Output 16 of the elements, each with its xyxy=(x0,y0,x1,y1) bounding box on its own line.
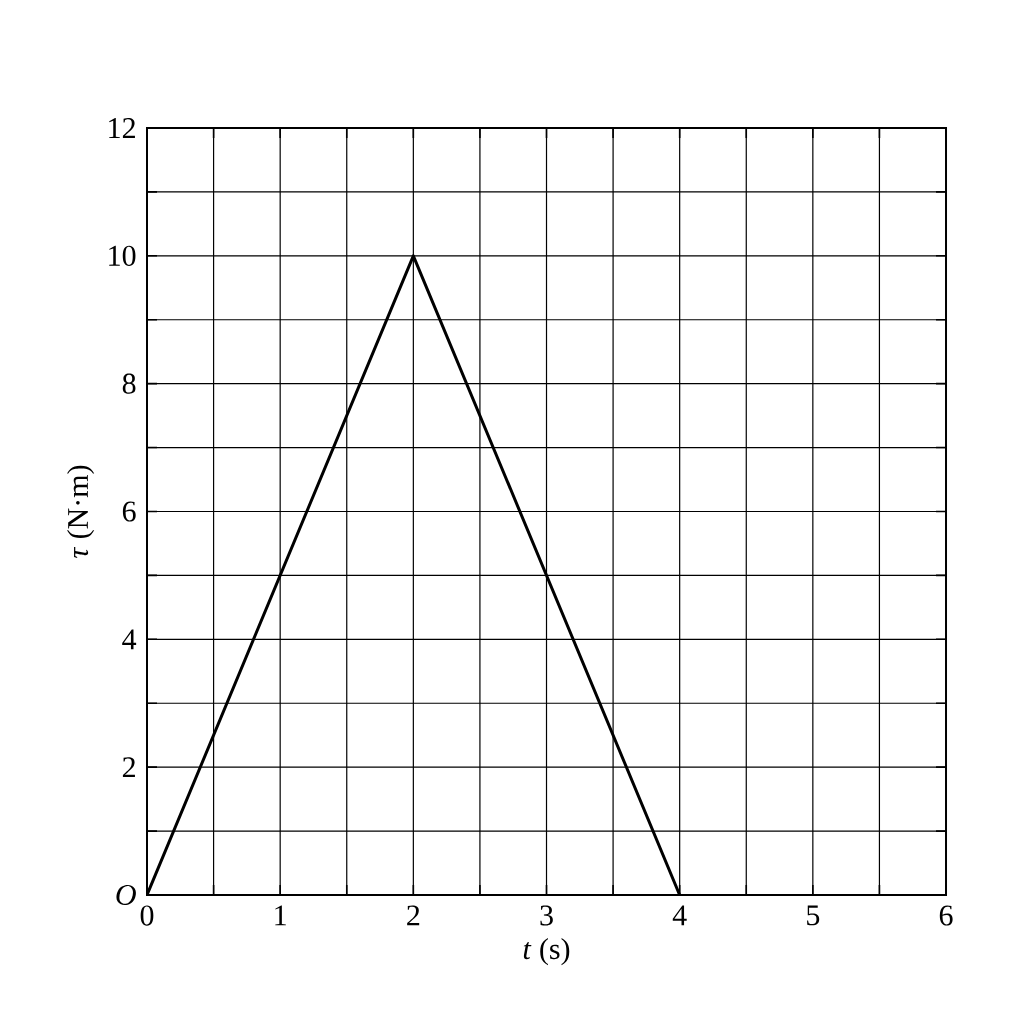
y-tick-label: 2 xyxy=(122,757,135,778)
x-axis-title: t (s) xyxy=(523,938,570,966)
x-tick-label: 3 xyxy=(540,905,553,926)
y-tick-label: 4 xyxy=(122,629,137,650)
y-tick-label: O xyxy=(116,884,136,906)
y-axis-title: τ (N·m) xyxy=(67,465,95,558)
y-tick-label: 12 xyxy=(109,118,135,138)
x-tick-label: 5 xyxy=(807,905,820,926)
x-tick-label: 2 xyxy=(407,905,420,926)
y-tick-label: 8 xyxy=(122,373,136,394)
x-tick-label: 0 xyxy=(140,905,154,926)
y-tick-label: 6 xyxy=(122,501,136,522)
x-tick-label: 4 xyxy=(672,905,687,926)
x-tick-label: 6 xyxy=(939,905,953,926)
y-tick-label: 10 xyxy=(109,245,136,266)
x-tick-label: 1 xyxy=(275,905,286,926)
